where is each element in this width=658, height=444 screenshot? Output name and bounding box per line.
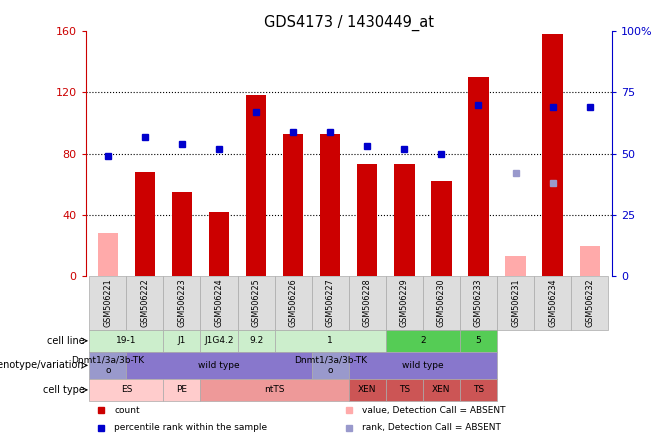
Bar xyxy=(97,234,118,277)
Text: XEN: XEN xyxy=(358,385,376,394)
Text: wild type: wild type xyxy=(402,361,443,370)
Text: GSM506229: GSM506229 xyxy=(400,279,409,327)
Bar xyxy=(172,192,192,277)
Bar xyxy=(423,379,460,400)
Bar xyxy=(163,379,201,400)
Text: GSM506222: GSM506222 xyxy=(140,279,149,327)
Text: 5: 5 xyxy=(476,336,482,345)
Bar xyxy=(386,277,423,330)
Bar xyxy=(349,379,386,400)
Bar xyxy=(431,181,451,277)
Bar xyxy=(163,277,201,330)
Text: TS: TS xyxy=(473,385,484,394)
Text: XEN: XEN xyxy=(432,385,451,394)
Text: 2: 2 xyxy=(420,336,426,345)
Bar xyxy=(312,352,349,379)
Bar xyxy=(209,212,229,277)
Text: wild type: wild type xyxy=(198,361,240,370)
Text: ntTS: ntTS xyxy=(265,385,285,394)
Text: GSM506232: GSM506232 xyxy=(585,279,594,327)
Bar xyxy=(357,164,378,277)
Bar xyxy=(283,134,303,277)
Bar xyxy=(460,330,497,352)
Text: GSM506223: GSM506223 xyxy=(178,279,186,327)
Text: value, Detection Call = ABSENT: value, Detection Call = ABSENT xyxy=(362,406,505,415)
Bar xyxy=(580,246,600,277)
Bar xyxy=(505,257,526,277)
Bar xyxy=(135,172,155,277)
Text: GSM506221: GSM506221 xyxy=(103,279,113,327)
Bar xyxy=(274,277,312,330)
Bar xyxy=(274,330,386,352)
Text: GSM506226: GSM506226 xyxy=(289,279,297,327)
Text: GSM506228: GSM506228 xyxy=(363,279,372,327)
Bar xyxy=(238,330,274,352)
Text: ES: ES xyxy=(120,385,132,394)
Bar xyxy=(89,352,126,379)
Text: GSM506233: GSM506233 xyxy=(474,279,483,327)
Text: rank, Detection Call = ABSENT: rank, Detection Call = ABSENT xyxy=(362,423,501,432)
Bar xyxy=(89,277,126,330)
Text: count: count xyxy=(114,406,140,415)
Bar xyxy=(349,352,497,379)
Bar xyxy=(460,277,497,330)
Text: 1: 1 xyxy=(327,336,333,345)
Bar xyxy=(468,77,489,277)
Bar xyxy=(349,277,386,330)
Bar xyxy=(126,277,163,330)
Bar xyxy=(394,164,415,277)
Bar xyxy=(386,330,460,352)
Text: GSM506231: GSM506231 xyxy=(511,279,520,327)
Text: GSM506227: GSM506227 xyxy=(326,279,335,327)
Text: percentile rank within the sample: percentile rank within the sample xyxy=(114,423,268,432)
Bar xyxy=(571,277,608,330)
Text: J1: J1 xyxy=(178,336,186,345)
Text: PE: PE xyxy=(176,385,188,394)
Bar xyxy=(201,277,238,330)
Text: GSM506230: GSM506230 xyxy=(437,279,446,327)
Title: GDS4173 / 1430449_at: GDS4173 / 1430449_at xyxy=(264,15,434,31)
Bar xyxy=(460,379,497,400)
Text: GSM506225: GSM506225 xyxy=(251,279,261,327)
Bar xyxy=(238,277,274,330)
Text: J1G4.2: J1G4.2 xyxy=(204,336,234,345)
Bar xyxy=(201,379,349,400)
Bar xyxy=(312,277,349,330)
Text: TS: TS xyxy=(399,385,410,394)
Bar xyxy=(201,330,238,352)
Bar xyxy=(89,379,163,400)
Text: Dnmt1/3a/3b-TK
o: Dnmt1/3a/3b-TK o xyxy=(293,356,367,375)
Bar xyxy=(126,352,312,379)
Text: GSM506234: GSM506234 xyxy=(548,279,557,327)
Text: cell type: cell type xyxy=(43,385,84,395)
Bar xyxy=(386,379,423,400)
Text: cell line: cell line xyxy=(47,336,84,346)
Bar xyxy=(534,277,571,330)
Text: GSM506224: GSM506224 xyxy=(215,279,224,327)
Bar xyxy=(89,330,163,352)
Bar xyxy=(542,34,563,277)
Bar xyxy=(423,277,460,330)
Bar xyxy=(163,330,201,352)
Text: 9.2: 9.2 xyxy=(249,336,263,345)
Bar xyxy=(246,95,266,277)
Bar xyxy=(320,134,340,277)
Text: 19-1: 19-1 xyxy=(116,336,137,345)
Bar xyxy=(497,277,534,330)
Text: Dnmt1/3a/3b-TK
o: Dnmt1/3a/3b-TK o xyxy=(71,356,144,375)
Text: genotype/variation: genotype/variation xyxy=(0,361,84,370)
